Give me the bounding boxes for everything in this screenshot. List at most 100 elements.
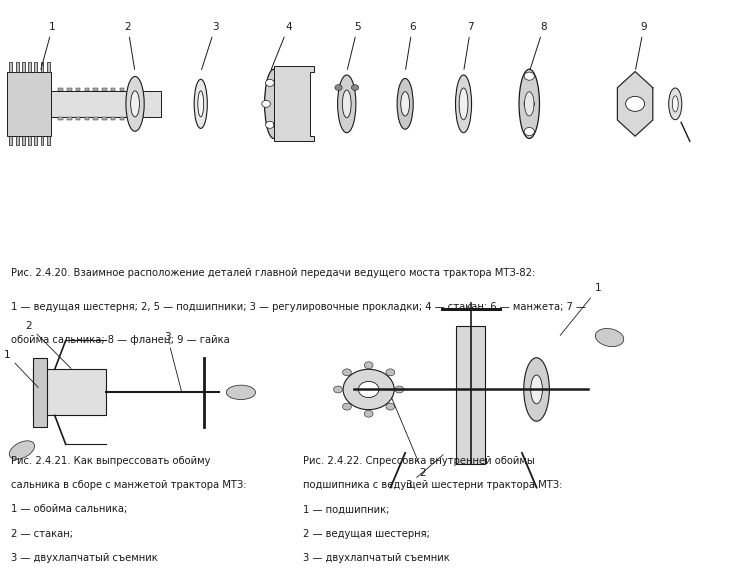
Polygon shape [137, 88, 142, 91]
Text: 2 — ведущая шестерня;: 2 — ведущая шестерня; [303, 529, 430, 538]
Polygon shape [111, 88, 115, 91]
Polygon shape [9, 136, 12, 145]
Text: 3: 3 [405, 455, 443, 489]
Circle shape [626, 96, 645, 111]
Polygon shape [67, 117, 72, 120]
Polygon shape [618, 72, 653, 136]
Text: 6: 6 [406, 22, 416, 69]
Ellipse shape [9, 441, 34, 459]
Circle shape [277, 100, 286, 107]
Polygon shape [85, 88, 89, 91]
Text: 3 — двухлапчатый съемник: 3 — двухлапчатый съемник [11, 553, 158, 563]
Text: Рис. 2.4.20. Взаимное расположение деталей главной передачи ведущего моста тракт: Рис. 2.4.20. Взаимное расположение детал… [11, 268, 535, 278]
Polygon shape [41, 62, 43, 72]
Ellipse shape [131, 91, 139, 117]
Circle shape [334, 386, 342, 393]
Ellipse shape [669, 88, 682, 120]
Text: сальника в сборе с манжетой трактора МТЗ:: сальника в сборе с манжетой трактора МТЗ… [11, 480, 247, 490]
Ellipse shape [342, 90, 351, 118]
Polygon shape [456, 326, 485, 464]
Circle shape [524, 128, 534, 136]
Polygon shape [111, 117, 115, 120]
Ellipse shape [337, 75, 356, 133]
Polygon shape [93, 88, 98, 91]
Circle shape [364, 362, 373, 369]
Circle shape [524, 100, 534, 108]
Circle shape [266, 121, 274, 128]
Polygon shape [120, 88, 124, 91]
Ellipse shape [397, 78, 413, 129]
Polygon shape [76, 88, 80, 91]
Polygon shape [34, 62, 37, 72]
Polygon shape [67, 88, 72, 91]
Text: 1 — подшипник;: 1 — подшипник; [303, 504, 389, 514]
Polygon shape [128, 88, 133, 91]
Ellipse shape [264, 69, 283, 138]
Polygon shape [93, 117, 98, 120]
Polygon shape [7, 72, 51, 136]
Ellipse shape [519, 69, 539, 138]
Text: 2: 2 [124, 22, 134, 69]
Text: Рис. 2.4.21. Как выпрессовать обойму: Рис. 2.4.21. Как выпрессовать обойму [11, 456, 210, 466]
Polygon shape [28, 62, 31, 72]
Circle shape [342, 403, 351, 410]
Ellipse shape [456, 75, 472, 133]
Polygon shape [137, 117, 142, 120]
Text: 1: 1 [560, 283, 602, 335]
Circle shape [335, 85, 342, 91]
Text: 2: 2 [26, 321, 71, 369]
Polygon shape [34, 136, 37, 145]
Polygon shape [58, 117, 63, 120]
Polygon shape [16, 136, 19, 145]
Text: 4: 4 [271, 22, 292, 70]
Text: 9: 9 [636, 22, 648, 69]
Polygon shape [28, 136, 31, 145]
Polygon shape [47, 136, 50, 145]
Circle shape [351, 85, 358, 91]
Text: обойма сальника; 8 — фланец; 9 — гайка: обойма сальника; 8 — фланец; 9 — гайка [11, 335, 230, 345]
Ellipse shape [672, 96, 678, 112]
Text: Рис. 2.4.22. Спрессовка внутренней обоймы: Рис. 2.4.22. Спрессовка внутренней обойм… [303, 456, 534, 466]
Circle shape [342, 369, 351, 376]
Ellipse shape [531, 375, 542, 404]
Ellipse shape [459, 88, 468, 120]
Text: 5: 5 [347, 22, 361, 69]
Text: 1: 1 [4, 350, 38, 388]
Text: 3 — двухлапчатый съемник: 3 — двухлапчатый съемник [303, 553, 450, 563]
Polygon shape [76, 117, 80, 120]
Polygon shape [16, 62, 19, 72]
Circle shape [273, 80, 282, 87]
Ellipse shape [524, 92, 534, 116]
Polygon shape [33, 358, 47, 427]
Polygon shape [9, 62, 12, 72]
Circle shape [524, 100, 534, 108]
Text: 3: 3 [164, 332, 182, 392]
Text: 7: 7 [464, 22, 475, 69]
Polygon shape [47, 62, 50, 72]
Text: 8: 8 [530, 22, 548, 69]
Ellipse shape [596, 328, 623, 347]
Circle shape [343, 369, 394, 410]
Text: 1: 1 [41, 22, 56, 69]
Text: подшипника с ведущей шестерни трактора МТЗ:: подшипника с ведущей шестерни трактора М… [303, 480, 562, 490]
Text: 1 — ведущая шестерня; 2, 5 — подшипники; 3 — регулировочные прокладки; 4 — стака: 1 — ведущая шестерня; 2, 5 — подшипники;… [11, 302, 586, 312]
Text: 2: 2 [391, 398, 426, 478]
Ellipse shape [401, 92, 410, 116]
Ellipse shape [194, 80, 207, 129]
Circle shape [273, 121, 282, 128]
Polygon shape [274, 66, 314, 141]
Polygon shape [41, 136, 43, 145]
Text: 3: 3 [201, 22, 219, 69]
Polygon shape [85, 117, 89, 120]
Polygon shape [22, 62, 25, 72]
Ellipse shape [226, 385, 256, 399]
Circle shape [364, 410, 373, 417]
Ellipse shape [126, 77, 145, 132]
Polygon shape [33, 369, 106, 415]
Text: 1 — обойма сальника;: 1 — обойма сальника; [11, 504, 127, 514]
Circle shape [386, 403, 395, 410]
Polygon shape [120, 117, 124, 120]
Polygon shape [22, 136, 25, 145]
Circle shape [395, 386, 404, 393]
Ellipse shape [198, 91, 204, 117]
